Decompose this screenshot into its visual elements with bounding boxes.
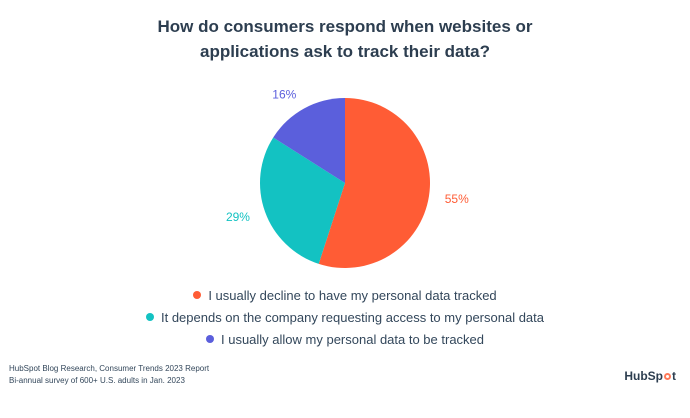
hubspot-logo-text-end: t (672, 369, 676, 383)
legend-item-allow: I usually allow my personal data to be t… (0, 328, 690, 350)
hubspot-logo: HubSp t (624, 369, 676, 383)
footer-source-line: HubSpot Blog Research, Consumer Trends 2… (9, 364, 210, 373)
footer-source: HubSpot Blog Research, Consumer Trends 2… (9, 363, 209, 387)
footer-note-line: Bi-annual survey of 600+ U.S. adults in … (9, 376, 185, 385)
pie-slice-depends (259, 137, 345, 264)
legend-label-allow: I usually allow my personal data to be t… (220, 331, 485, 347)
pie-value-label-depends: 29% (226, 210, 250, 224)
legend-dot-depends (145, 313, 154, 321)
sprocket-icon (664, 372, 671, 380)
pie-value-label-decline: 55% (445, 192, 469, 206)
pie-value-label-allow: 16% (272, 87, 296, 101)
legend-label-depends: It depends on the company requesting acc… (160, 309, 544, 325)
chart-title-line-1: How do consumers respond when websites o… (157, 17, 533, 36)
chart-title-line-2: applications ask to track their data? (199, 42, 491, 61)
chart-title: How do consumers respond when websites o… (0, 14, 690, 64)
legend-item-depends: It depends on the company requesting acc… (0, 306, 690, 328)
legend-item-decline: I usually decline to have my personal da… (0, 284, 690, 306)
legend-dot-decline (193, 291, 202, 299)
pie-value-labels: 55% 29% 16% (226, 87, 469, 224)
pie-slice-allow (273, 98, 345, 183)
hubspot-logo-text-start: HubSp (624, 369, 663, 383)
pie-slice-decline (318, 98, 430, 268)
legend-dot-allow (205, 335, 214, 343)
legend-label-decline: I usually decline to have my personal da… (208, 287, 497, 303)
legend: I usually decline to have my personal da… (0, 284, 690, 350)
pie-slices (259, 98, 430, 268)
